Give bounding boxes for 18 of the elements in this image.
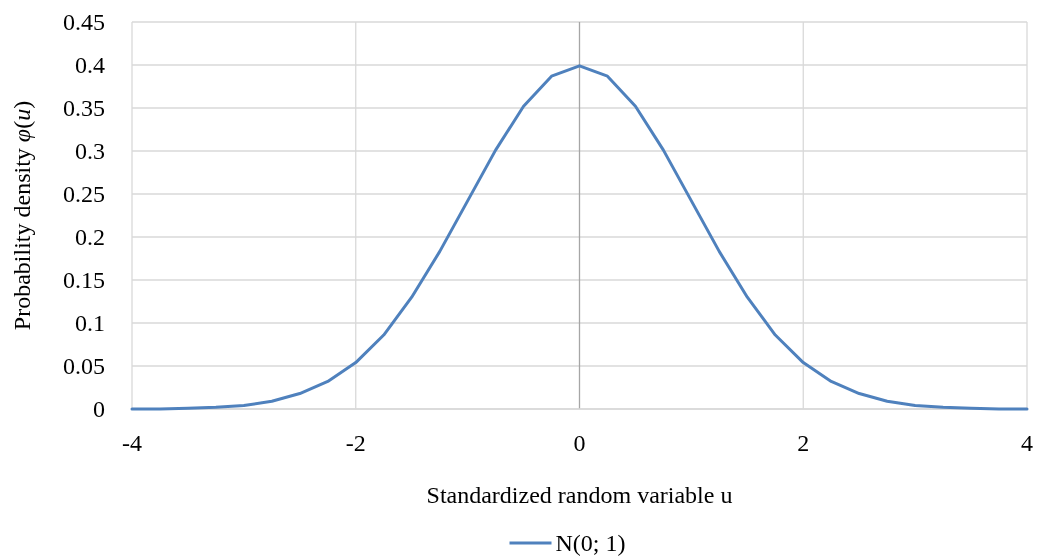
x-tick-label: -4 xyxy=(122,430,142,456)
y-tick-label: 0.45 xyxy=(63,9,105,36)
x-tick-label: -2 xyxy=(345,430,366,456)
y-tick-label: 0.35 xyxy=(63,95,105,122)
y-tick-label: 0.3 xyxy=(75,138,105,165)
y-tick-label: 0.15 xyxy=(63,267,105,294)
y-tick-label: 0.1 xyxy=(75,310,105,337)
x-tick-label: 4 xyxy=(1021,430,1033,456)
legend-label: N(0; 1) xyxy=(555,530,626,557)
y-tick-label: 0 xyxy=(93,396,105,423)
y-tick-label: 0.4 xyxy=(75,52,105,79)
y-tick-label: 0.25 xyxy=(63,181,105,208)
x-axis-title: Standardized random variable u xyxy=(426,482,733,508)
y-tick-label: 0.2 xyxy=(75,224,105,251)
x-tick-label: 0 xyxy=(573,430,586,456)
x-tick-label: 2 xyxy=(797,430,810,456)
y-tick-label: 0.05 xyxy=(63,353,105,380)
y-axis-title: Probability density φ(u) xyxy=(9,100,35,331)
